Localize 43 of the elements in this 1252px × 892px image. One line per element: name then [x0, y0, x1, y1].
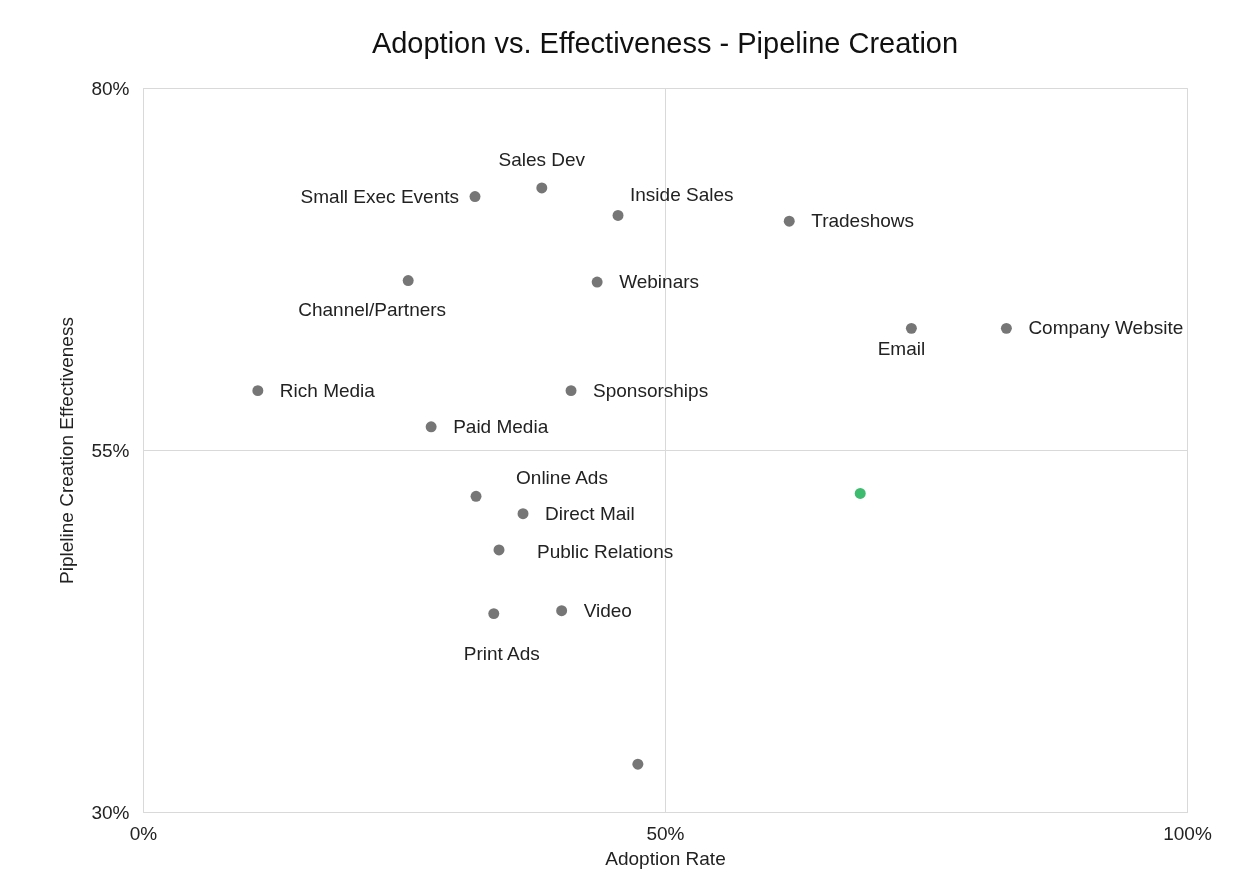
annotation: Sponsorships	[593, 379, 709, 401]
x-tick-label: 50%	[646, 822, 685, 844]
annotation: Small Exec Events	[300, 185, 459, 207]
y-tick-label: 30%	[91, 801, 130, 823]
point	[402, 275, 414, 287]
y-tick-label: 55%	[91, 439, 130, 461]
y-axis-title: Pipleline Creation Effectiveness	[56, 317, 78, 584]
point	[493, 544, 505, 556]
point	[470, 490, 482, 502]
point	[565, 385, 577, 397]
annotation: Channel/Partners	[298, 298, 447, 320]
annotation: Online Ads	[516, 467, 608, 489]
point	[905, 322, 917, 334]
point	[556, 605, 568, 617]
annotation: Direct Mail	[545, 502, 635, 524]
annotation: Sales Dev	[498, 148, 586, 170]
annotation: Rich Media	[279, 379, 376, 401]
annotation: Inside Sales	[630, 184, 734, 206]
y-tick-label: 80%	[91, 77, 130, 99]
x-tick-label: 100%	[1163, 822, 1212, 844]
point	[252, 385, 264, 397]
annotation: Video	[583, 599, 632, 621]
point	[1000, 322, 1012, 334]
annotation: Webinars	[619, 271, 700, 293]
point	[612, 209, 624, 221]
annotation: Company Website	[1028, 317, 1184, 339]
chart-title: Adoption vs. Effectiveness - Pipeline Creation	[371, 27, 959, 59]
point	[591, 276, 603, 288]
x-axis-title: Adoption Rate	[605, 847, 726, 869]
point	[517, 508, 529, 520]
point	[632, 758, 644, 770]
annotation: Email	[877, 338, 926, 360]
point	[783, 215, 795, 227]
x-tick-label: 0%	[129, 822, 158, 844]
point	[488, 608, 500, 620]
annotation: Tradeshows	[811, 210, 915, 232]
annotation: Paid Media	[453, 415, 549, 437]
point	[469, 191, 481, 203]
annotation: Public Relations	[537, 540, 674, 562]
point	[536, 182, 548, 194]
point	[854, 487, 866, 499]
point	[425, 421, 437, 433]
annotation: Print Ads	[463, 642, 540, 664]
